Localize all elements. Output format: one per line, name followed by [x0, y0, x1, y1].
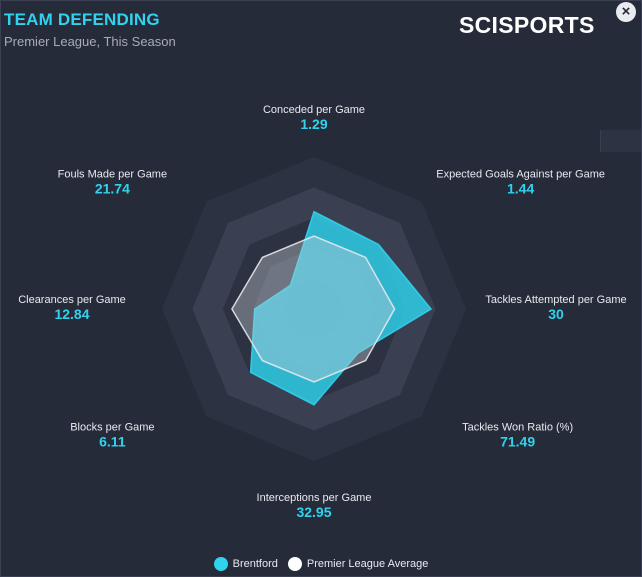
axis-label-7: Fouls Made per Game	[58, 168, 167, 180]
legend-item-team[interactable]: Brentford	[213, 557, 278, 571]
axis-label-0: Conceded per Game	[263, 104, 365, 116]
axis-value-6: 12.84	[54, 306, 89, 322]
radar-series-average	[231, 235, 396, 383]
side-tab	[600, 130, 641, 152]
axis-label-2: Tackles Attempted per Game	[485, 294, 626, 306]
axis-value-1: 1.44	[507, 180, 534, 196]
axis-label-4: Interceptions per Game	[257, 492, 372, 504]
legend-team-dot-icon	[213, 557, 228, 571]
axis-label-1: Expected Goals Against per Game	[436, 168, 605, 180]
axis-value-3: 71.49	[500, 434, 535, 450]
axis-label-6: Clearances per Game	[18, 294, 126, 306]
brand-logo: SCISPORTS	[459, 12, 595, 38]
legend: Brentford Premier League Average	[0, 555, 642, 573]
axis-value-2: 30	[548, 306, 564, 322]
chart-subtitle: Premier League, This Season	[4, 34, 176, 49]
close-icon[interactable]: ×	[616, 2, 636, 22]
axis-value-7: 21.74	[95, 180, 130, 196]
legend-item-average[interactable]: Premier League Average	[287, 557, 429, 571]
axis-value-0: 1.29	[300, 116, 327, 132]
axis-label-3: Tackles Won Ratio (%)	[462, 422, 573, 434]
legend-average-dot-icon	[287, 557, 302, 571]
axis-value-5: 6.11	[99, 434, 126, 450]
axis-value-4: 32.95	[296, 504, 331, 520]
legend-team-label: Brentford	[232, 558, 278, 570]
axis-label-5: Blocks per Game	[70, 422, 154, 434]
radar-series-team	[249, 210, 433, 406]
chart-title: TEAM DEFENDING	[4, 10, 160, 29]
legend-average-label: Premier League Average	[306, 558, 429, 570]
